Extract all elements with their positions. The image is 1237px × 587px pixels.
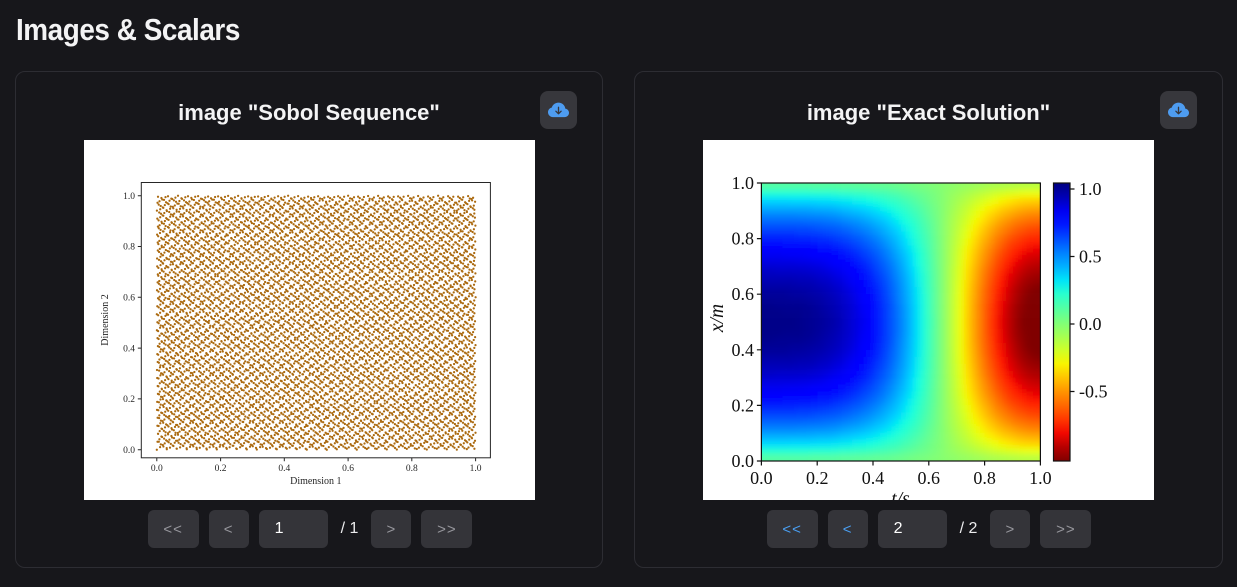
svg-text:0.4: 0.4 bbox=[862, 468, 885, 488]
svg-text:0.6: 0.6 bbox=[732, 284, 755, 304]
svg-text:1.0: 1.0 bbox=[470, 464, 482, 474]
svg-text:0.8: 0.8 bbox=[406, 464, 418, 474]
svg-text:0.8: 0.8 bbox=[123, 243, 135, 253]
svg-text:1.0: 1.0 bbox=[1029, 468, 1052, 488]
svg-text:Dimension 1: Dimension 1 bbox=[290, 476, 341, 487]
svg-text:1.0: 1.0 bbox=[123, 192, 135, 202]
svg-text:0.0: 0.0 bbox=[1079, 314, 1102, 334]
svg-text:0.6: 0.6 bbox=[123, 294, 135, 304]
svg-text:x/m: x/m bbox=[707, 304, 728, 333]
svg-text:0.4: 0.4 bbox=[732, 340, 755, 360]
svg-text:0.8: 0.8 bbox=[732, 229, 755, 249]
svg-text:0.0: 0.0 bbox=[732, 451, 755, 471]
svg-text:-0.5: -0.5 bbox=[1079, 381, 1108, 401]
svg-text:0.4: 0.4 bbox=[123, 344, 135, 354]
svg-text:t/s: t/s bbox=[891, 489, 909, 500]
svg-text:0.4: 0.4 bbox=[278, 464, 290, 474]
svg-text:0.0: 0.0 bbox=[750, 468, 773, 488]
svg-text:1.0: 1.0 bbox=[732, 173, 755, 193]
svg-text:0.2: 0.2 bbox=[806, 468, 829, 488]
svg-text:0.0: 0.0 bbox=[151, 464, 163, 474]
svg-text:0.5: 0.5 bbox=[1079, 246, 1102, 266]
svg-text:0.0: 0.0 bbox=[123, 446, 135, 456]
svg-text:0.2: 0.2 bbox=[215, 464, 227, 474]
svg-text:0.2: 0.2 bbox=[123, 395, 135, 405]
svg-text:Dimension 2: Dimension 2 bbox=[100, 294, 111, 345]
svg-text:0.6: 0.6 bbox=[342, 464, 354, 474]
svg-text:0.6: 0.6 bbox=[918, 468, 941, 488]
svg-text:0.8: 0.8 bbox=[973, 468, 996, 488]
svg-text:1.0: 1.0 bbox=[1079, 179, 1102, 199]
svg-text:0.2: 0.2 bbox=[732, 395, 755, 415]
